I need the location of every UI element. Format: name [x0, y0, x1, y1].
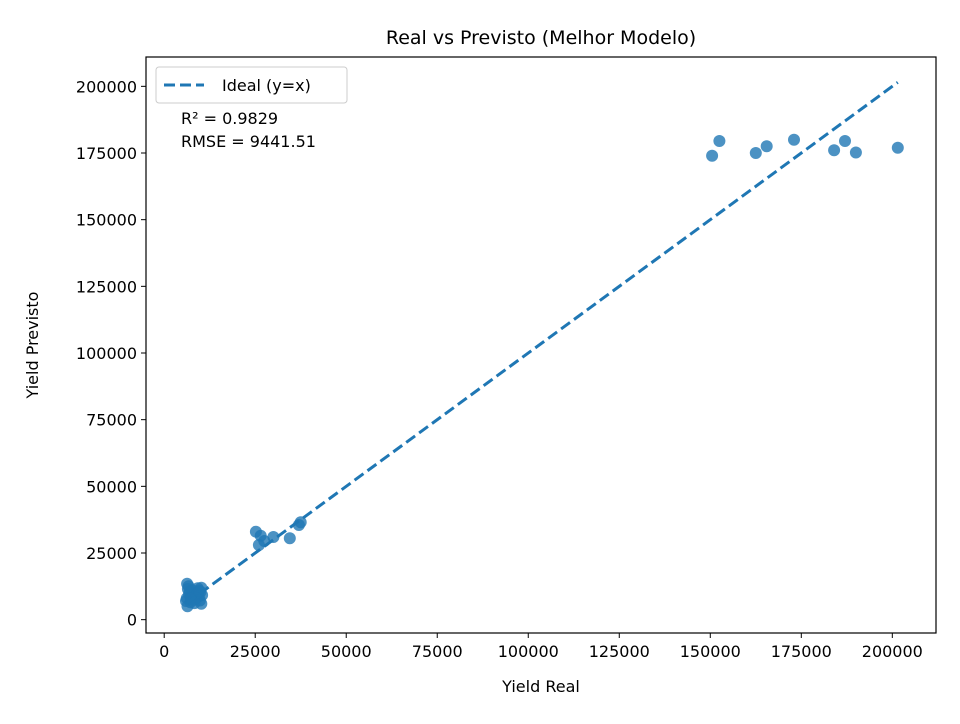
plot-frame	[145, 56, 937, 634]
y-tick-label: 25000	[86, 544, 137, 563]
legend: Ideal (y=x)	[155, 66, 348, 104]
y-tick-label: 0	[127, 611, 137, 630]
data-point	[749, 147, 762, 159]
data-point	[182, 580, 195, 593]
rmse-annotation: RMSE = 9441.51	[181, 132, 316, 151]
y-tick-label: 50000	[86, 477, 137, 496]
r2-annotation: R² = 0.9829	[181, 109, 278, 128]
data-point	[839, 135, 851, 147]
data-point	[283, 532, 296, 545]
y-axis-label: Yield Previsto	[23, 292, 42, 400]
y-tick-label: 125000	[76, 277, 137, 296]
data-point	[294, 516, 307, 529]
data-point	[713, 135, 726, 147]
x-tick-label: 0	[159, 642, 169, 661]
ideal-line	[185, 81, 899, 605]
chart-title: Real vs Previsto (Melhor Modelo)	[386, 27, 696, 49]
x-tick-label: 75000	[412, 642, 463, 661]
data-point	[849, 146, 862, 159]
data-point	[760, 140, 773, 153]
axis-ticks: 0 25000 50000 75000 100000 125000 150000 175000…	[76, 77, 923, 661]
y-tick-label: 175000	[76, 144, 137, 163]
x-tick-label: 100000	[498, 642, 559, 661]
data-point	[267, 531, 280, 543]
legend-box	[155, 66, 348, 104]
y-tick-label: 75000	[86, 411, 137, 430]
x-tick-label: 175000	[771, 642, 832, 661]
x-tick-label: 150000	[680, 642, 741, 661]
x-tick-label: 50000	[321, 642, 372, 661]
plot-area	[180, 81, 904, 613]
data-point	[891, 141, 904, 154]
data-point	[788, 133, 800, 146]
y-tick-label: 150000	[76, 211, 137, 230]
x-tick-label: 200000	[862, 642, 923, 661]
x-tick-label: 125000	[589, 642, 650, 661]
x-tick-label: 25000	[230, 642, 281, 661]
legend-label: Ideal (y=x)	[222, 76, 311, 95]
data-point	[828, 144, 841, 157]
y-tick-label: 100000	[76, 344, 137, 363]
x-axis-label: Yield Real	[501, 677, 580, 696]
y-tick-label: 200000	[76, 77, 137, 96]
data-point	[193, 584, 206, 597]
data-point	[706, 149, 719, 162]
